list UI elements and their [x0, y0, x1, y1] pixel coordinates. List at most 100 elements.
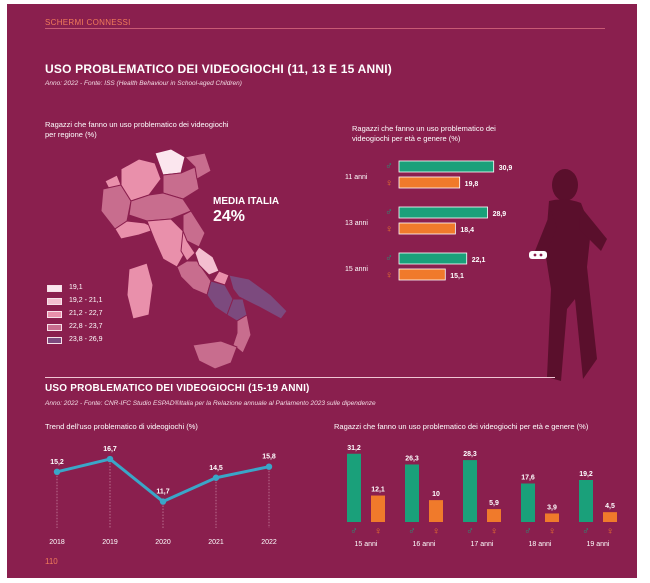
bar2-male-value: 31,2: [347, 445, 361, 452]
female-icon: ♀: [606, 526, 614, 537]
bar1-category-label: 15 anni: [345, 266, 368, 273]
bar2-male-bar: [579, 480, 593, 522]
bar2-female-value: 10: [432, 491, 440, 498]
bar1-female-bar: [398, 268, 446, 281]
female-icon: ♀: [385, 270, 393, 281]
legend-item: 19,2 - 21,1: [47, 297, 147, 307]
bar2-male-bar: [347, 453, 361, 522]
trend-year-label: 2020: [155, 539, 171, 546]
trend-point: [53, 468, 61, 475]
legend-label: 19,1: [69, 284, 83, 291]
section2-title: USO PROBLEMATICO DEI VIDEOGIOCHI (15-19 …: [45, 383, 310, 394]
bar2-category-label: 18 anni: [529, 541, 552, 548]
region-sardegna: [126, 262, 154, 320]
section-tag: SCHERMI CONNESSI: [45, 18, 131, 27]
section-divider: [45, 377, 555, 378]
region-lombardia: [120, 158, 162, 202]
map-title-line1: Ragazzi che fanno un uso problematico de…: [45, 120, 229, 129]
section1-source: Anno: 2022 - Fonte: ISS (Health Behaviou…: [45, 80, 242, 87]
bar-chart-1: 11 anni ♂ ♀ 30,9 19,8 13 anni ♂ ♀ 28,9 18,4 15 ann…: [345, 160, 513, 281]
bar-chart-1-title-line1: Ragazzi che fanno un uso problematico de…: [352, 124, 496, 133]
region-friuli: [184, 152, 212, 180]
region-umbria: [180, 230, 196, 262]
legend-swatch: [47, 324, 62, 331]
bar2-category-label: 15 anni: [355, 541, 378, 548]
bar1-female-bar: [398, 222, 456, 235]
male-icon: ♂: [524, 526, 532, 537]
legend-item: 21,2 - 22,7: [47, 310, 147, 320]
trend-value-label: 15,8: [262, 454, 276, 461]
trend-point: [265, 463, 273, 470]
trend-point: [159, 498, 167, 505]
bar2-male-value: 17,6: [521, 475, 535, 482]
legend-item: 23,8 - 26,9: [47, 336, 147, 346]
bar2-female-value: 4,5: [605, 503, 615, 510]
legend-item: 22,8 - 23,7: [47, 323, 147, 333]
bar2-male-value: 26,3: [405, 455, 419, 462]
legend-label: 23,8 - 26,9: [69, 336, 103, 343]
male-icon: ♂: [408, 526, 416, 537]
female-icon: ♀: [385, 178, 393, 189]
bar2-female-value: 5,9: [489, 500, 499, 507]
trend-year-label: 2022: [261, 539, 277, 546]
bar-chart-1-title: Ragazzi che fanno un uso problematico de…: [352, 124, 496, 144]
section1-title: USO PROBLEMATICO DEI VIDEOGIOCHI (11, 13…: [45, 62, 392, 76]
trend-value-label: 11,7: [156, 489, 169, 496]
bar2-male-bar: [463, 460, 477, 522]
trend-year-label: 2019: [102, 539, 118, 546]
legend-label: 19,2 - 21,1: [69, 297, 103, 304]
legend-label: 22,8 - 23,7: [69, 323, 103, 330]
section-tag-rule: [45, 28, 605, 29]
bar1-male-value: 28,9: [493, 211, 507, 218]
bar1-male-value: 22,1: [472, 257, 486, 264]
infographic-page: SCHERMI CONNESSI USO PROBLEMATICO DEI VI…: [7, 4, 637, 578]
legend-swatch: [47, 311, 62, 318]
trend-point: [212, 474, 220, 481]
female-icon: ♀: [385, 224, 393, 235]
bar2-male-bar: [405, 464, 419, 522]
bar1-category-label: 13 anni: [345, 220, 368, 227]
map-title: Ragazzi che fanno un uso problematico de…: [45, 120, 228, 140]
legend-item: 19,1: [47, 284, 147, 294]
trend-point: [106, 455, 114, 463]
italy-map: [100, 149, 288, 370]
bar2-category-label: 19 anni: [587, 541, 610, 548]
bar1-male-bar: [398, 160, 495, 173]
bar1-male-value: 30,9: [499, 165, 513, 172]
male-icon: ♂: [582, 526, 590, 537]
player-silhouette: [529, 169, 607, 381]
trend-chart-title: Trend dell'uso problematico di videogioc…: [45, 422, 198, 431]
map-title-line2: per regione (%): [45, 130, 97, 139]
bar1-female-value: 19,8: [465, 181, 479, 188]
bar1-category-label: 11 anni: [345, 174, 368, 181]
region-trentino: [154, 149, 186, 176]
bar1-female-value: 18,4: [460, 227, 474, 234]
avg-value: 24%: [213, 208, 246, 225]
legend-swatch: [47, 337, 62, 344]
trend-value-label: 16,7: [103, 446, 117, 453]
bar2-female-value: 12,1: [371, 487, 385, 494]
male-icon: ♂: [385, 207, 393, 218]
avg-label: MEDIA ITALIA: [213, 196, 280, 207]
bar-chart-1-title-line2: videogiochi per età e genere (%): [352, 134, 461, 143]
region-toscana: [146, 218, 188, 268]
trend-chart: 2018 2019 2020 2021 2022 15,2 16,7 11,7 14,5 15,8: [49, 446, 277, 546]
bar2-male-value: 28,3: [463, 451, 477, 458]
bar1-male-bar: [398, 252, 468, 265]
trend-value-label: 15,2: [50, 459, 64, 466]
bar2-male-bar: [521, 483, 535, 522]
section2-source: Anno: 2022 - Fonte: CNR-IFC Studio ESPAD…: [45, 400, 376, 407]
female-icon: ♀: [490, 526, 498, 537]
bar1-female-bar: [398, 176, 461, 189]
female-icon: ♀: [432, 526, 440, 537]
male-icon: ♂: [385, 253, 393, 264]
bar2-category-label: 16 anni: [413, 541, 436, 548]
bar-chart-2-title: Ragazzi che fanno un uso problematico de…: [334, 422, 589, 431]
bar1-male-bar: [398, 206, 488, 219]
bar2-female-bar: [429, 500, 443, 522]
male-icon: ♂: [385, 161, 393, 172]
bar2-category-label: 17 anni: [471, 541, 494, 548]
male-icon: ♂: [350, 526, 358, 537]
region-puglia: [228, 274, 288, 320]
region-calabria: [232, 314, 252, 354]
